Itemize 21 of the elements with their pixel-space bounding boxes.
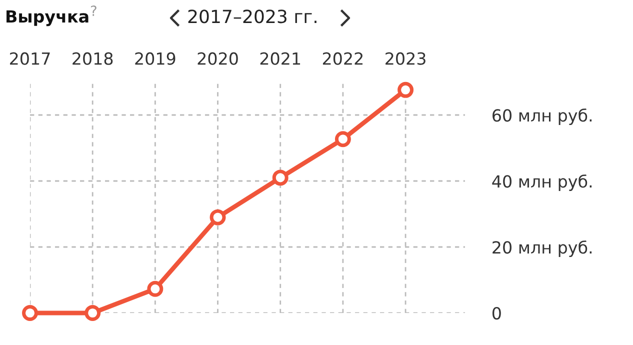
point: [147, 280, 164, 297]
x-tick-label: 2020: [198, 52, 238, 65]
x-tick-label: 2018: [72, 52, 113, 65]
y-tick-label: 20 млн руб.: [492, 240, 592, 257]
y-tick-label: 60 млн руб.: [492, 108, 592, 125]
y-tick-label: 0: [492, 306, 501, 320]
point: [272, 170, 288, 186]
point: [22, 305, 38, 321]
chart-title: Выручка: [6, 10, 88, 26]
chart-subtitle: 2017–2023 гг.: [188, 10, 316, 24]
point: [334, 131, 351, 148]
point: [210, 209, 226, 226]
x-tick-label: 2021: [260, 52, 300, 65]
point: [84, 305, 101, 321]
y-tick-label: 40 млн руб.: [492, 174, 592, 191]
text: ?: [90, 6, 96, 16]
point: [398, 82, 414, 98]
x-tick-label: 2022: [322, 52, 362, 65]
x-tick-label: 2023: [386, 52, 426, 65]
x-tick-label: 2019: [135, 52, 176, 65]
x-tick-label: 2017: [10, 52, 50, 65]
